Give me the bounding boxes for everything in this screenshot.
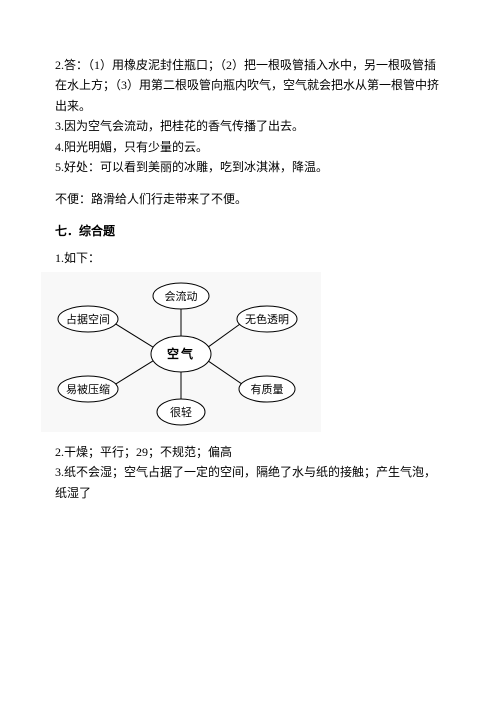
answer-5-cont: 不便：路滑给人们行走带来了不便。 bbox=[55, 189, 445, 209]
concept-diagram: 会流动占据空间 无色透明易被压缩 有质量很轻 空气 bbox=[41, 272, 321, 432]
svg-text:无色透明: 无色透明 bbox=[245, 312, 289, 326]
svg-text:有质量: 有质量 bbox=[251, 382, 284, 396]
answer-2: 2.答：（1）用橡皮泥封住瓶口；（2）把一根吸管插入水中，另一根吸管插在水上方；… bbox=[55, 55, 445, 116]
svg-text:很轻: 很轻 bbox=[170, 405, 192, 419]
answer-4: 4.阳光明媚，只有少量的云。 bbox=[55, 137, 445, 157]
section-7-item-3: 3.纸不会湿；空气占据了一定的空间，隔绝了水与纸的接触；产生气泡，纸湿了 bbox=[55, 462, 445, 503]
answer-3: 3.因为空气会流动，把桂花的香气传播了出去。 bbox=[55, 116, 445, 136]
section-7-item-1: 1.如下： bbox=[55, 249, 445, 266]
svg-text:空气: 空气 bbox=[167, 346, 195, 361]
svg-text:占据空间: 占据空间 bbox=[66, 312, 110, 326]
section-7-heading: 七．综合题 bbox=[55, 222, 445, 239]
answer-5: 5.好处：可以看到美丽的冰雕，吃到冰淇淋，降温。 bbox=[55, 157, 445, 177]
concept-svg: 会流动占据空间 无色透明易被压缩 有质量很轻 空气 bbox=[41, 272, 321, 432]
svg-text:易被压缩: 易被压缩 bbox=[66, 383, 110, 396]
page-content: 2.答：（1）用橡皮泥封住瓶口；（2）把一根吸管插入水中，另一根吸管插在水上方；… bbox=[0, 0, 500, 503]
svg-text:会流动: 会流动 bbox=[165, 289, 198, 303]
section-7-item-2: 2.干燥；平行；29；不规范；偏高 bbox=[55, 442, 445, 462]
